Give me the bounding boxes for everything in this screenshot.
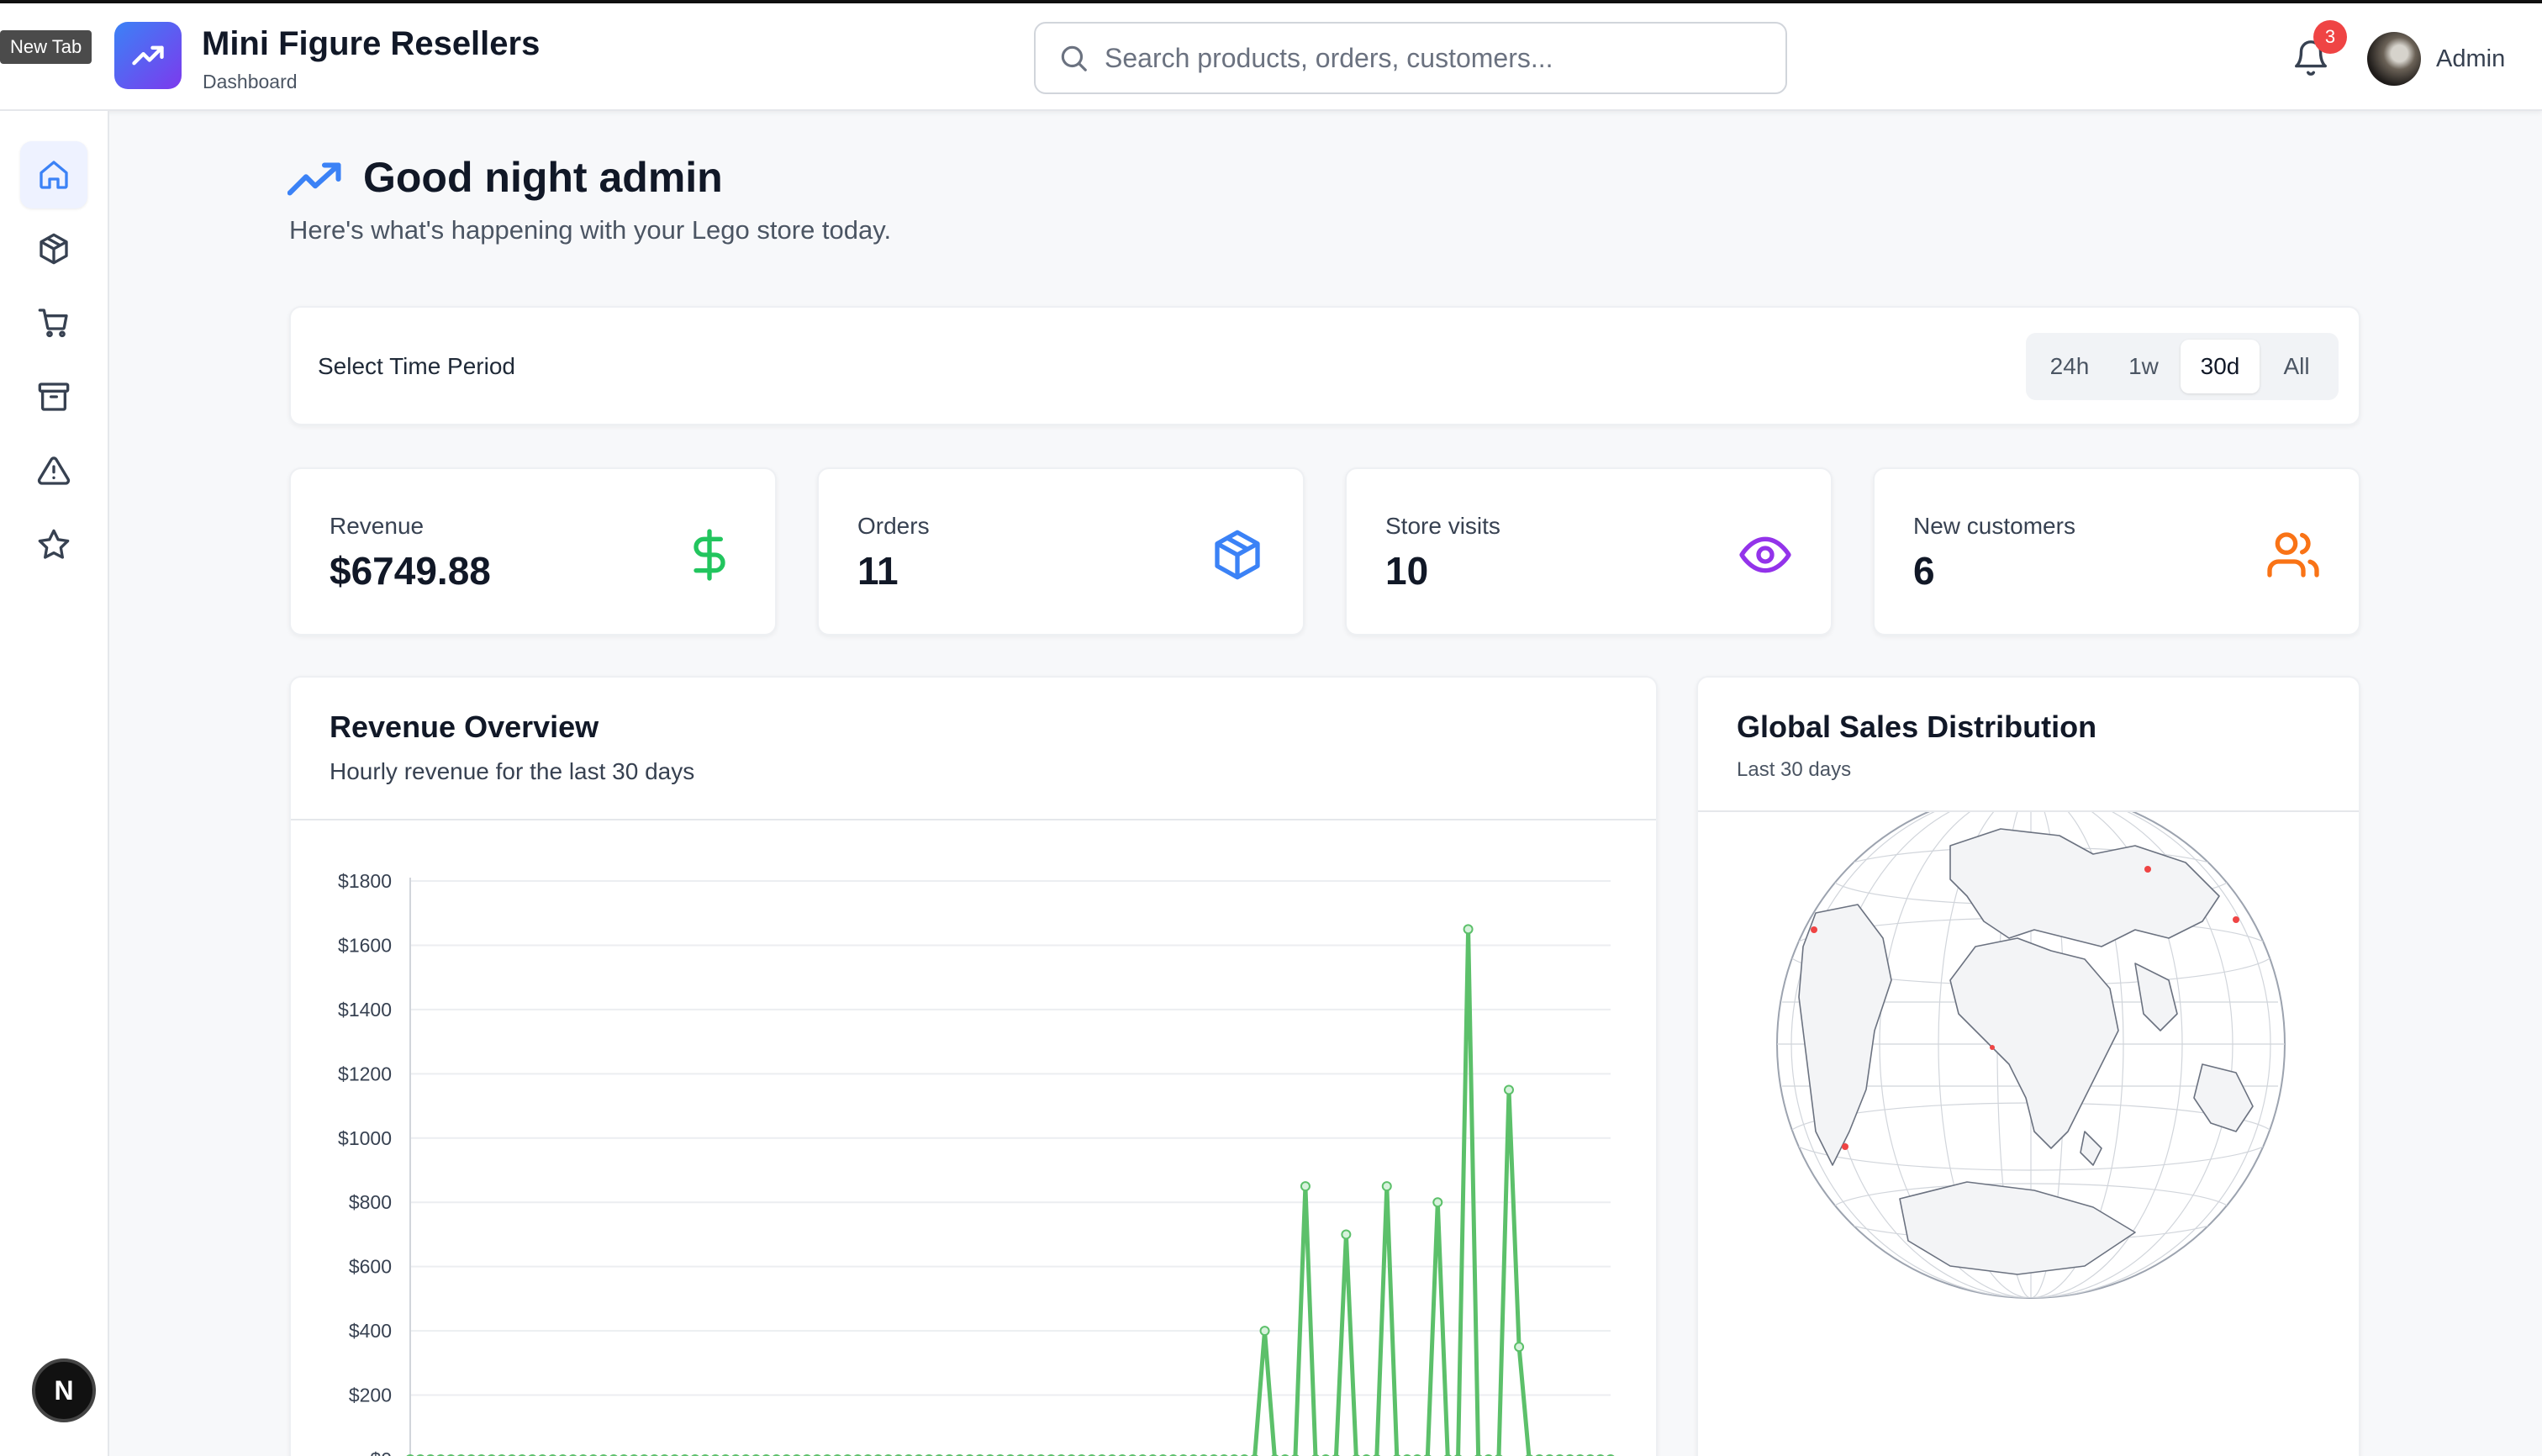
data-point[interactable] [1463, 924, 1474, 935]
eye-icon [1739, 536, 1791, 573]
card-subtitle: Last 30 days [1737, 758, 1852, 781]
avatar[interactable] [2367, 32, 2421, 86]
trending-up-icon [132, 45, 164, 66]
time-period-label: Select Time Period [318, 353, 515, 379]
stat-card-orders: Orders 11 [817, 467, 1305, 636]
y-tick-label: $0 [370, 1448, 392, 1456]
revenue-line-chart: $0 $200 $400 $600 $800 $1000 $1200 $1400 $1600 $1… [338, 870, 1615, 1456]
warning-icon [37, 456, 71, 485]
bell-icon[interactable] [2291, 37, 2330, 79]
globe-map[interactable] [1698, 812, 2362, 1456]
page-subtitle: Here's what's happening with your Lego s… [289, 215, 892, 245]
search-box[interactable] [1034, 22, 1787, 94]
data-point[interactable] [1300, 1181, 1311, 1192]
brand-title: Mini Figure Resellers [202, 25, 541, 62]
cart-icon [38, 309, 68, 338]
stat-value: 6 [1913, 549, 1935, 593]
sales-markers [1811, 866, 2239, 1150]
users-icon [2267, 532, 2319, 578]
sidebar-item-inventory[interactable] [20, 363, 87, 430]
sidebar-item-alerts[interactable] [20, 437, 87, 504]
archive-icon [38, 382, 70, 411]
stat-card-new-customers: New customers 6 [1873, 467, 2360, 636]
revenue-overview-card: Revenue Overview Hourly revenue for the … [289, 676, 1658, 1456]
card-divider [1698, 810, 2359, 812]
new-tab-tooltip: New Tab [0, 30, 92, 64]
y-tick-label: $400 [349, 1320, 392, 1342]
stat-card-revenue: Revenue $6749.88 [289, 467, 777, 636]
page-title: Good night admin [363, 154, 723, 201]
stat-value: 11 [857, 549, 899, 593]
period-option-1w[interactable]: 1w [2128, 353, 2159, 379]
box-icon [1215, 530, 1260, 580]
y-tick-label: $1800 [338, 870, 392, 892]
top-header: Mini Figure Resellers Dashboard 3 Admin [0, 3, 2542, 111]
y-tick-label: $200 [349, 1385, 392, 1406]
brand-logo[interactable] [114, 22, 182, 89]
user-name[interactable]: Admin [2436, 45, 2506, 72]
sales-marker[interactable] [2144, 866, 2151, 873]
y-tick-label: $1600 [338, 934, 392, 956]
card-divider [291, 819, 1656, 820]
sidebar-item-favorites[interactable] [20, 511, 87, 578]
notification-badge: 3 [2313, 20, 2347, 54]
data-point[interactable] [1432, 1197, 1443, 1208]
stat-label: Revenue [330, 513, 425, 539]
sales-marker[interactable] [1842, 1143, 1848, 1150]
star-icon [38, 529, 70, 559]
card-title: Global Sales Distribution [1737, 710, 2097, 744]
page-breadcrumb: Dashboard [203, 71, 298, 92]
sidebar-item-home[interactable] [20, 141, 87, 208]
trending-up-icon [287, 162, 341, 196]
data-point[interactable] [1381, 1181, 1392, 1192]
global-sales-card: Global Sales Distribution Last 30 days [1696, 676, 2360, 1456]
data-point[interactable] [1341, 1229, 1352, 1240]
dollar-icon [694, 529, 725, 581]
window-top-edge [0, 0, 2542, 3]
data-point[interactable] [1503, 1084, 1514, 1095]
stat-value: 10 [1385, 549, 1429, 593]
data-point[interactable] [1514, 1342, 1525, 1353]
sales-marker[interactable] [2233, 916, 2239, 923]
next-dev-badge[interactable]: N [32, 1358, 96, 1422]
stat-value: $6749.88 [330, 549, 491, 593]
sales-marker[interactable] [1811, 926, 1817, 933]
cube-icon [40, 233, 68, 265]
y-tick-label: $1400 [338, 999, 392, 1021]
search-input[interactable] [1105, 42, 1760, 74]
sidebar-item-orders[interactable] [20, 289, 87, 356]
stat-card-store-visits: Store visits 10 [1345, 467, 1833, 636]
card-subtitle: Hourly revenue for the last 30 days [330, 758, 695, 784]
period-option-30d[interactable]: 30d [2181, 340, 2260, 393]
card-title: Revenue Overview [330, 710, 599, 744]
stat-label: Store visits [1385, 513, 1500, 539]
search-icon [1061, 45, 1087, 71]
y-tick-label: $1000 [338, 1127, 392, 1149]
sidebar [0, 111, 109, 1456]
period-option-all[interactable]: All [2283, 353, 2310, 379]
sidebar-item-products[interactable] [20, 215, 87, 282]
sales-marker[interactable] [1990, 1045, 1995, 1050]
period-option-24h[interactable]: 24h [2049, 353, 2090, 379]
y-tick-label: $800 [349, 1191, 392, 1213]
home-icon [40, 161, 68, 189]
data-point[interactable] [1259, 1326, 1270, 1337]
time-period-card: Select Time Period 24h 1w 30d All [289, 306, 2360, 425]
revenue-series-line [1253, 926, 1532, 1456]
stat-label: New customers [1913, 513, 2075, 539]
y-tick-label: $1200 [338, 1063, 392, 1084]
y-tick-label: $600 [349, 1256, 392, 1278]
continents [1798, 828, 2254, 1275]
time-period-segmented-control: 24h 1w 30d All [2026, 333, 2339, 400]
stat-label: Orders [857, 513, 930, 539]
